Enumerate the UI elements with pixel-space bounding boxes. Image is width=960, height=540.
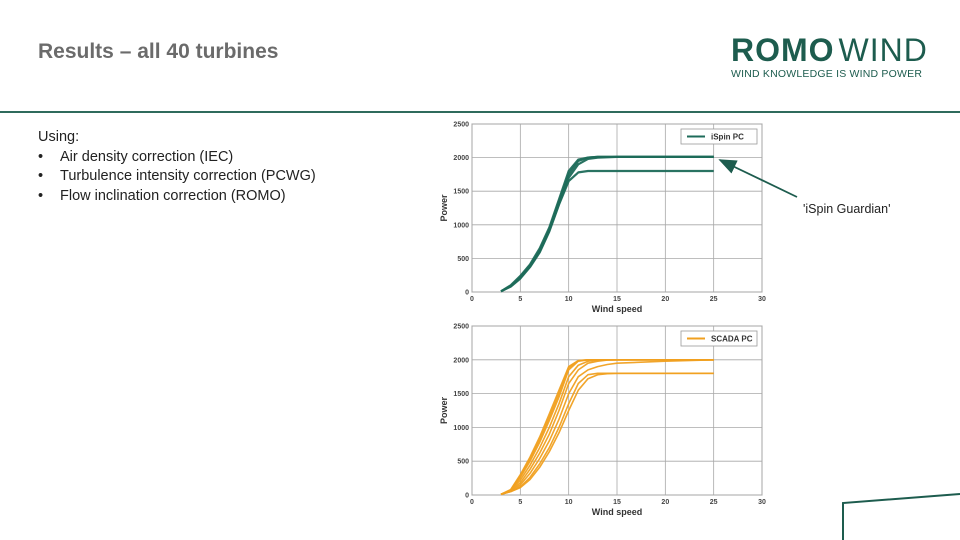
- x-tick-label: 10: [565, 296, 573, 303]
- y-tick-label: 1000: [453, 222, 469, 229]
- legend-label: iSpin PC: [711, 133, 744, 142]
- bullet-dot: •: [38, 187, 44, 204]
- x-tick-label: 30: [758, 296, 766, 303]
- x-tick-label: 0: [470, 296, 474, 303]
- y-tick-label: 1500: [453, 189, 469, 196]
- method-item: • Air density correction (IEC): [38, 148, 316, 168]
- legend-box: [680, 128, 758, 145]
- bullet-dot: •: [38, 168, 44, 184]
- y-axis-label: Power: [439, 397, 449, 425]
- y-tick-label: 2500: [453, 324, 469, 331]
- ispin-guardian-annotation: 'iSpin Guardian': [803, 202, 891, 216]
- logo-wordmark: ROMO WIND: [731, 34, 931, 66]
- method-item-label: Air density correction (IEC): [60, 148, 234, 165]
- brand-logo: ROMO WIND WIND KNOWLEDGE IS WIND POWER: [731, 34, 931, 80]
- y-tick-label: 2500: [453, 122, 469, 129]
- annotation-arrow: [718, 159, 798, 198]
- x-axis-label: Wind speed: [592, 304, 642, 314]
- y-tick-label: 0: [465, 493, 469, 500]
- x-tick-label: 25: [710, 499, 718, 506]
- x-tick-label: 20: [661, 296, 669, 303]
- series-line: [500, 358, 714, 496]
- method-item: • Flow inclination correction (ROMO): [38, 187, 316, 207]
- series-line: [500, 372, 714, 496]
- x-tick-label: 0: [470, 499, 474, 506]
- method-item-label: Flow inclination correction (ROMO): [60, 187, 286, 204]
- series-line: [500, 155, 714, 293]
- y-axis-label: Power: [439, 194, 449, 222]
- x-tick-label: 30: [758, 499, 766, 506]
- y-tick-label: 500: [457, 256, 469, 263]
- x-tick-label: 25: [710, 296, 718, 303]
- method-item-label: Turbulence intensity correction (PCWG): [60, 168, 316, 184]
- header-divider: [0, 111, 960, 113]
- y-tick-label: 500: [457, 459, 469, 466]
- legend-box: [680, 330, 758, 347]
- x-tick-label: 5: [518, 499, 522, 506]
- y-tick-label: 2000: [453, 357, 469, 364]
- x-axis-label: Wind speed: [592, 507, 642, 517]
- method-item: • Turbulence intensity correction (PCWG): [38, 167, 316, 187]
- x-tick-label: 10: [565, 499, 573, 506]
- y-tick-label: 1000: [453, 425, 469, 432]
- x-tick-label: 20: [661, 499, 669, 506]
- corner-decoration: [842, 493, 960, 540]
- logo-brand-light: WIND: [838, 32, 928, 68]
- x-tick-label: 5: [518, 296, 522, 303]
- method-intro: Using:: [38, 129, 80, 145]
- page-title: Results – all 40 turbines: [38, 40, 279, 63]
- y-tick-label: 0: [465, 290, 469, 297]
- logo-brand-bold: ROMO: [731, 32, 835, 68]
- bullet-dot: •: [38, 148, 44, 165]
- series-line: [500, 359, 714, 496]
- y-tick-label: 2000: [453, 155, 469, 162]
- x-tick-label: 15: [613, 296, 621, 303]
- method-list: Using: • Air density correction (IEC) • Tu…: [38, 128, 316, 206]
- logo-tagline: WIND KNOWLEDGE IS WIND POWER: [731, 68, 923, 80]
- y-tick-label: 1500: [453, 391, 469, 398]
- legend-label: SCADA PC: [711, 335, 753, 344]
- x-tick-label: 15: [613, 499, 621, 506]
